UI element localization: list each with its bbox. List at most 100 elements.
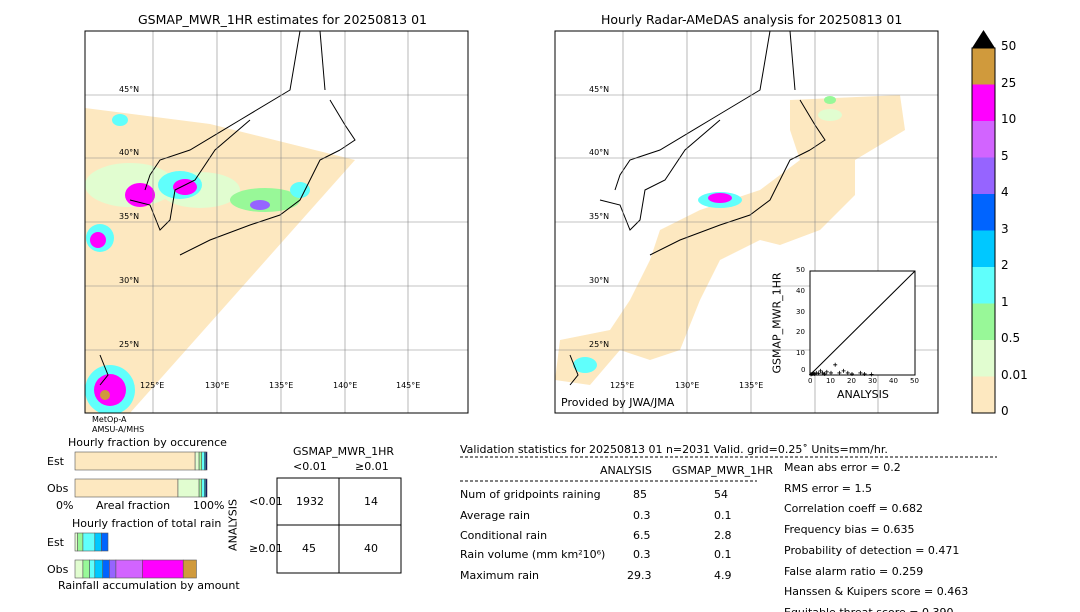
rain-obs-segment: [142, 559, 184, 579]
left-map: [84, 30, 469, 414]
stats-row-gsmap: 0.1: [714, 548, 732, 561]
scatter-point: [812, 371, 817, 376]
scatter-ytick: 10: [796, 349, 805, 358]
lat-label: 30°N: [119, 276, 140, 285]
colorbar-label: 25: [1001, 75, 1017, 90]
score-line: Frequency bias = 0.635: [784, 523, 915, 537]
scatter-point: [824, 369, 829, 374]
lon-label: 135°E: [739, 381, 764, 390]
lon-label: 135°E: [269, 381, 294, 390]
lat-label: 35°N: [589, 212, 610, 221]
scatter-diagonal: [809, 270, 916, 376]
coastline: [799, 99, 826, 151]
map-content: [555, 31, 938, 413]
coastline: [649, 149, 811, 256]
map-content: [85, 31, 468, 413]
stats-row-analysis: 0.3: [633, 509, 651, 522]
stats-row-gsmap: 2.8: [714, 529, 732, 542]
rain-obs-segment: [94, 559, 104, 579]
stats-row-label: Rain volume (mm km²10⁶): [460, 548, 606, 561]
scatter-ytick: 20: [796, 328, 805, 337]
colorbar-label: 0.01: [1001, 367, 1028, 382]
rain-obs-segment: [82, 559, 90, 579]
lon-label: 130°E: [205, 381, 230, 390]
colorbar-segment: [972, 340, 995, 377]
rain-blob: [573, 357, 597, 373]
rain-est-segment: [82, 532, 96, 552]
rain-blob: [708, 193, 732, 203]
rain-fraction-title: Hourly fraction of total rain: [72, 517, 222, 530]
lat-label: 45°N: [589, 85, 610, 94]
occ-est-segment: [198, 451, 203, 471]
lat-label: 25°N: [119, 340, 140, 349]
occ-est-segment: [74, 451, 196, 471]
colorbar-segment: [972, 157, 995, 194]
rain-blob: [112, 114, 128, 126]
scatter-point: [822, 371, 827, 376]
rain-blob: [824, 96, 836, 104]
coastline: [329, 99, 356, 151]
colorbar-label: 5: [1001, 148, 1009, 163]
score-line: RMS error = 1.5: [784, 481, 872, 495]
rain-obs-segment: [74, 559, 84, 579]
coastline: [614, 31, 771, 191]
lat-label: 45°N: [119, 85, 140, 94]
cell-c: 45: [302, 542, 316, 555]
scatter-xtick: 0: [808, 377, 813, 385]
stats-header: Validation statistics for 20250813 01 n=…: [460, 443, 888, 456]
rain-obs-segment: [115, 559, 143, 579]
contingency-row-title: ANALYSIS: [226, 499, 240, 551]
coastline: [144, 31, 301, 191]
rain-obs-segment: [89, 559, 96, 579]
lon-label: 125°E: [610, 381, 635, 390]
scatter-point: [862, 371, 867, 376]
left-map-title: GSMAP_MWR_1HR estimates for 20250813 01: [138, 12, 427, 27]
rain-blob: [290, 182, 310, 198]
colorbar-segment: [972, 303, 995, 340]
coastline: [99, 354, 109, 386]
satellite-name: MetOp-A: [92, 415, 127, 424]
scatter-point: [818, 368, 823, 373]
occ-obs-segment: [177, 478, 200, 498]
stats-row-label: Num of gridpoints raining: [460, 488, 601, 501]
score-line: Equitable threat score = 0.390: [784, 606, 953, 612]
credit: Provided by JWA/JMA: [561, 396, 675, 409]
scatter-point: [845, 370, 850, 375]
stats-row-analysis: 6.5: [633, 529, 651, 542]
lat-label: 25°N: [589, 340, 610, 349]
scatter-point: [837, 370, 842, 375]
occ-obs-segment: [74, 478, 179, 498]
rain-blob: [94, 374, 126, 406]
rain-est-segment: [94, 532, 102, 552]
cell-b: 14: [364, 495, 378, 508]
scatter-ytick: 50: [796, 266, 805, 274]
rain-est-label: Est: [47, 536, 64, 549]
scatter-point: [841, 368, 846, 373]
lat-label: 40°N: [119, 148, 140, 157]
colorbar-frame: [971, 47, 996, 414]
stats-row-analysis: 85: [633, 488, 647, 501]
coastline: [179, 149, 341, 256]
contingency-col-0: <0.01: [293, 460, 327, 473]
coastline: [319, 31, 326, 91]
colorbar-segment: [972, 84, 995, 121]
coastline: [789, 31, 796, 91]
stats-row-gsmap: 0.1: [714, 509, 732, 522]
occ-est-segment: [194, 451, 200, 471]
colorbar-label: 0.5: [1001, 331, 1021, 345]
right-map: [554, 30, 939, 414]
colorbar-segment: [972, 121, 995, 158]
scatter-xtick: 20: [847, 377, 856, 385]
score-line: Correlation coeff = 0.682: [784, 502, 923, 516]
occ-xlabel: Areal fraction: [96, 499, 171, 512]
colorbar-label: 2: [1001, 258, 1009, 272]
lat-label: 40°N: [589, 148, 610, 157]
contingency-row-0: <0.01: [249, 495, 283, 508]
radar-coverage: [555, 95, 905, 385]
rain-blob: [173, 179, 197, 195]
colorbar-label: 4: [1001, 185, 1009, 199]
rain-blob: [100, 390, 110, 400]
stats-row-label: Maximum rain: [460, 569, 539, 582]
colorbar-label: 0: [1001, 404, 1009, 418]
stats-col-analysis: ANALYSIS: [600, 464, 652, 477]
